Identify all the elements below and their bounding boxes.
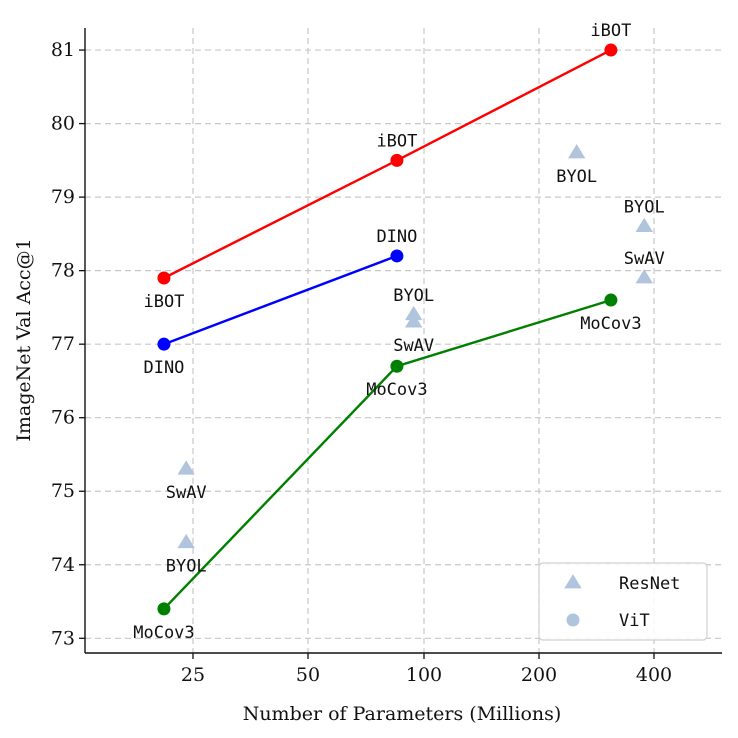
data-point-ibot xyxy=(604,43,618,57)
data-point-triangle xyxy=(635,269,653,284)
data-label: iBOT xyxy=(590,21,631,41)
y-tick-label: 77 xyxy=(51,333,75,355)
data-label: iBOT xyxy=(376,131,417,151)
data-point-triangle xyxy=(404,313,423,328)
data-point-triangle xyxy=(404,305,423,321)
data-label: MoCov3 xyxy=(133,623,194,643)
data-point-triangle xyxy=(567,144,586,159)
legend-marker-circle xyxy=(566,613,580,627)
x-tick-label: 50 xyxy=(296,664,320,686)
x-tick-label: 400 xyxy=(636,664,672,686)
y-tick-label: 79 xyxy=(51,186,75,208)
y-tick-label: 78 xyxy=(51,260,75,282)
y-tick-label: 81 xyxy=(51,39,75,61)
y-tick-label: 75 xyxy=(51,480,75,502)
data-label: DINO xyxy=(143,358,184,378)
data-point-triangle xyxy=(635,217,653,232)
x-axis-label: Number of Parameters (Millions) xyxy=(243,703,562,725)
data-point-ibot xyxy=(390,153,404,167)
data-label: BYOL xyxy=(624,198,665,218)
legend-marker-triangle xyxy=(564,574,582,589)
point-labels: iBOT iBOT iBOT DINO DINO MoCov3 MoCov3 MoCov3 Sw… xyxy=(133,21,664,643)
data-label: BYOL xyxy=(393,286,434,306)
legend-box xyxy=(538,562,708,641)
data-label: MoCov3 xyxy=(366,380,427,400)
data-label: BYOL xyxy=(166,557,207,577)
x-tick-label: 25 xyxy=(181,664,205,686)
data-point-mocov3 xyxy=(604,293,618,307)
data-label: DINO xyxy=(376,227,417,247)
data-label: BYOL xyxy=(556,167,597,187)
x-tick-label: 200 xyxy=(521,664,557,686)
y-tick-label: 73 xyxy=(51,627,75,649)
data-point-triangle xyxy=(177,460,195,475)
data-point-ibot xyxy=(157,271,171,285)
y-tick-label: 76 xyxy=(51,407,75,429)
data-label: SwAV xyxy=(624,249,665,269)
legend: ResNet ViT xyxy=(538,562,708,641)
data-label: iBOT xyxy=(143,292,184,312)
series-line-dino xyxy=(163,254,398,346)
data-label: SwAV xyxy=(393,336,434,356)
data-point-dino xyxy=(157,337,171,351)
x-tick-label: 100 xyxy=(406,664,442,686)
y-tick-label: 74 xyxy=(51,554,75,576)
data-point-triangle xyxy=(177,533,195,549)
data-label: MoCov3 xyxy=(580,314,641,334)
legend-label: ResNet xyxy=(619,574,680,594)
data-point-mocov3 xyxy=(390,359,404,373)
data-point-mocov3 xyxy=(157,602,171,616)
legend-label: ViT xyxy=(619,611,650,631)
y-axis-label: ImageNet Val Acc@1 xyxy=(13,238,35,441)
data-points xyxy=(157,43,653,616)
data-point-dino xyxy=(390,249,404,263)
y-tick-label: 80 xyxy=(51,113,75,135)
data-label: SwAV xyxy=(166,483,207,503)
axes: 25 50 100 200 400 73 74 75 76 77 78 79 80 81 xyxy=(51,28,722,686)
